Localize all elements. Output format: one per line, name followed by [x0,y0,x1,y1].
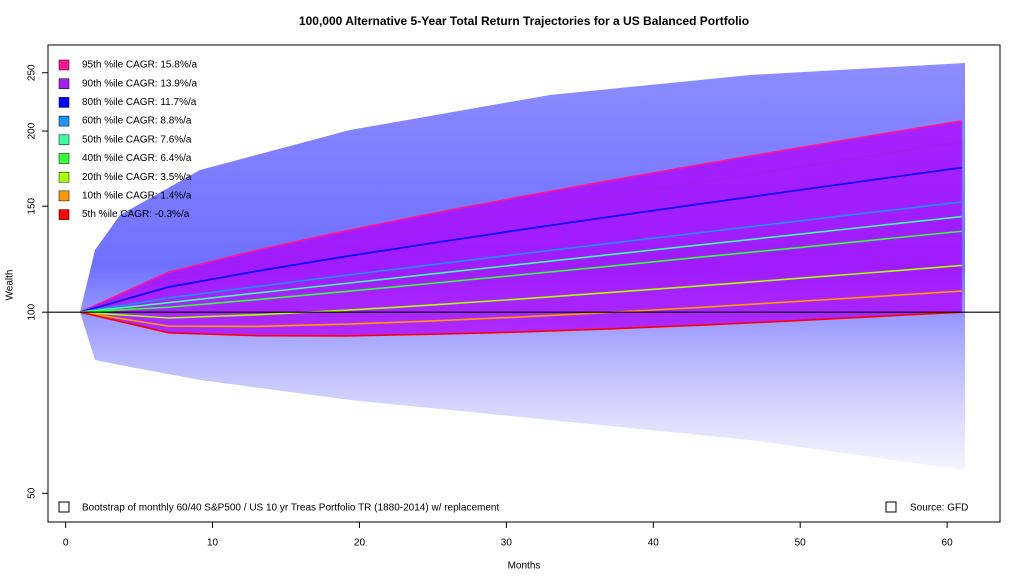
legend-swatch [58,134,70,146]
legend-label: 20th %ile CAGR: 3.5%/a [82,172,192,183]
legend-label: 90th %ile CAGR: 13.9%/a [82,78,197,89]
source-box [885,501,897,513]
legend-label: 80th %ile CAGR: 11.7%/a [82,97,197,108]
chart-title: 100,000 Alternative 5-Year Total Return … [299,14,749,28]
percentile-line [80,166,962,313]
plot-frame [47,44,1001,523]
note-box [58,501,70,513]
x-axis-label: Months [508,561,541,572]
legend-swatch [58,190,70,202]
x-tick-label: 40 [648,538,660,549]
percentile-line [80,230,962,313]
legend-swatch [58,171,70,183]
legend-label: 60th %ile CAGR: 8.8%/a [82,116,192,127]
percentile-line [80,215,962,313]
x-tick-label: 20 [354,538,366,549]
x-tick-label: 10 [207,538,219,549]
x-tick-label: 0 [63,538,69,549]
y-tick-label: 100 [27,303,38,320]
y-tick-label: 200 [27,122,38,139]
legend-label: 50th %ile CAGR: 7.6%/a [82,134,192,145]
note: Bootstrap of monthly 60/40 S&P500 / US 1… [82,503,499,514]
legend-label: 95th %ile CAGR: 15.8%/a [82,60,197,71]
percentile-line [80,141,962,313]
legend-swatch [58,209,70,220]
legend-label: 10th %ile CAGR: 1.4%/a [82,191,192,202]
y-tick-label: 250 [27,64,38,81]
percentile-line [80,311,962,337]
legend-swatch [58,59,70,71]
source: Source: GFD [910,503,968,514]
percentile-line [80,290,962,328]
legend-swatch [58,97,70,108]
y-tick-label: 150 [27,197,38,214]
x-tick-label: 60 [942,538,954,549]
y-tick-label: 50 [27,487,38,499]
percentile-line [80,201,962,313]
percentile-line [80,264,962,319]
legend-swatch [58,78,70,89]
y-axis-label: Wealth [5,270,16,301]
legend-swatch [58,153,70,164]
x-tick-label: 30 [501,538,513,549]
percentile-line [79,120,962,313]
legend-swatch [58,115,70,127]
legend-label: 5th %ile CAGR: -0.3%/a [82,209,190,220]
legend-label: 40th %ile CAGR: 6.4%/a [82,153,192,164]
x-tick-label: 50 [795,538,807,549]
